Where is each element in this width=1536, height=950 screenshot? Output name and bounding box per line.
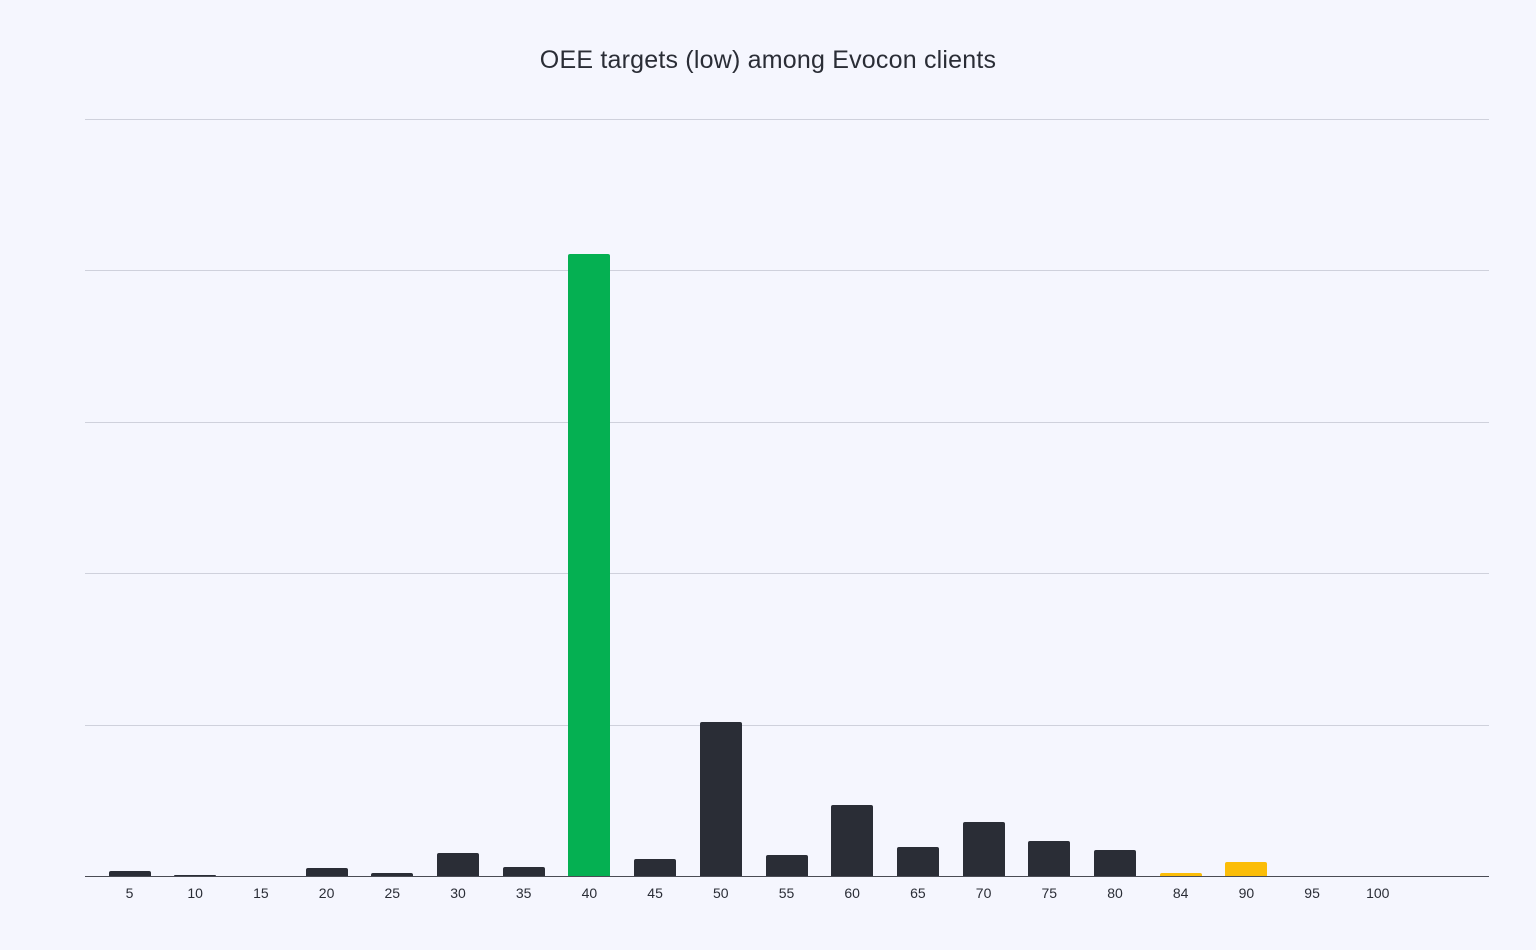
- bar-90: [1225, 862, 1268, 876]
- x-tick-label: 10: [187, 885, 203, 901]
- bar-80: [1094, 850, 1136, 876]
- bar-25: [371, 872, 414, 876]
- x-tick-label: 90: [1238, 885, 1255, 901]
- bar-40: [568, 253, 611, 876]
- bar-55: [765, 854, 808, 876]
- x-tick-label: 60: [844, 885, 860, 901]
- gridline: [85, 270, 1489, 272]
- gridline: [85, 421, 1489, 423]
- bar-84: [1159, 872, 1202, 876]
- x-tick-label: 55: [778, 885, 795, 901]
- chart-title: OEE targets (low) among Evocon clients: [539, 46, 997, 74]
- x-tick-label: 70: [975, 885, 992, 901]
- bar-65: [896, 847, 939, 876]
- bar-30: [437, 853, 479, 876]
- x-tick-label: 30: [450, 885, 466, 901]
- x-tick-label: 84: [1172, 885, 1189, 901]
- bar-75: [1028, 841, 1071, 876]
- plot-area: [85, 119, 1489, 877]
- bar-10: [174, 874, 217, 876]
- bar-5: [108, 871, 151, 876]
- bar-70: [962, 821, 1005, 876]
- gridline: [85, 119, 1489, 120]
- x-tick-label: 65: [910, 885, 926, 901]
- x-tick-label: 45: [647, 885, 663, 901]
- x-tick-label: 95: [1304, 885, 1320, 901]
- x-tick-label: 80: [1107, 885, 1123, 901]
- bar-35: [502, 866, 545, 876]
- bar-60: [831, 804, 874, 876]
- gridline: [85, 573, 1489, 575]
- gridline: [85, 724, 1489, 726]
- x-tick-label: 15: [253, 885, 269, 901]
- x-tick-label: 20: [318, 885, 335, 901]
- bar-20: [305, 868, 348, 876]
- x-axis-line: [85, 875, 1489, 877]
- x-tick-label: 100: [1366, 885, 1390, 901]
- x-tick-label: 50: [713, 885, 729, 901]
- x-tick-label: 5: [125, 885, 134, 901]
- bar-45: [634, 859, 677, 876]
- x-tick-label: 75: [1041, 885, 1058, 901]
- x-tick-label: 35: [515, 885, 532, 901]
- bar-50: [699, 721, 742, 876]
- x-tick-label: 40: [581, 885, 598, 901]
- x-tick-label: 25: [384, 885, 401, 901]
